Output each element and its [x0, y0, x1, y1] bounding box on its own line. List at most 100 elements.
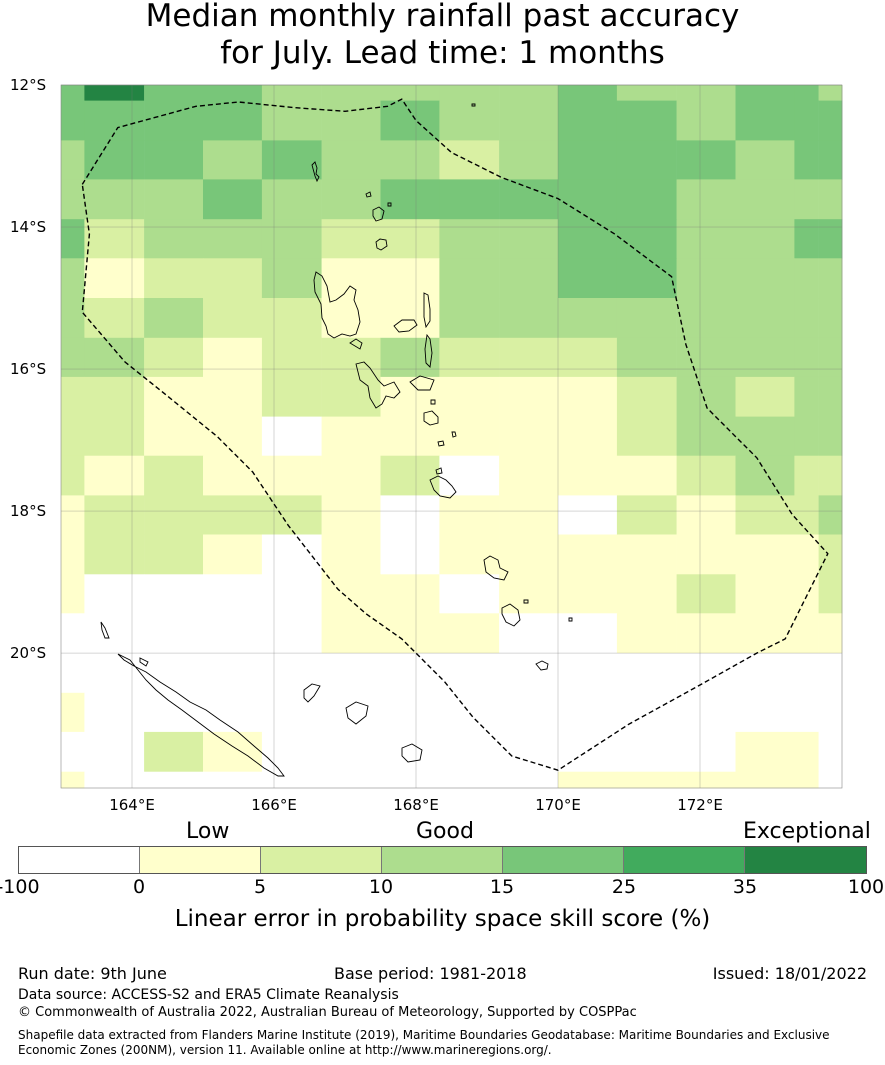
skill-grid-cell [794, 258, 819, 299]
skill-grid-cell [499, 613, 559, 654]
skill-grid-cell [439, 495, 500, 535]
skill-grid-cell [61, 495, 85, 535]
skill-grid-cell [261, 495, 322, 535]
island-outline [345, 701, 369, 725]
skill-grid-cell [203, 495, 263, 535]
skill-grid-cell [616, 731, 677, 773]
skill-grid-cell [794, 100, 819, 141]
skill-grid-cell [794, 376, 819, 418]
skill-grid-cell [818, 731, 843, 773]
skill-grid-cell [676, 140, 736, 180]
skill-grid-cell [794, 534, 819, 575]
category-exceptional: Exceptional [743, 819, 871, 844]
skill-grid-cell [144, 692, 204, 733]
island-outline [424, 333, 433, 368]
skill-grid-cell [499, 85, 559, 101]
skill-grid-cell [439, 574, 500, 614]
skill-grid-cell [735, 85, 795, 101]
skill-grid-cell [439, 337, 500, 378]
skill-grid-cell [439, 534, 500, 575]
skill-grid-cell [499, 376, 559, 418]
skill-grid-cell [735, 455, 795, 496]
skill-grid-cell [380, 219, 440, 259]
skill-grid-cell [818, 416, 843, 457]
skill-grid-cell [321, 771, 381, 789]
copyright: © Commonwealth of Australia 2022, Austra… [18, 1005, 637, 1020]
skill-grid-cell [321, 140, 381, 180]
skill-grid-cell [499, 298, 559, 339]
island-outline [372, 206, 385, 222]
skill-grid-cell [84, 376, 145, 418]
skill-grid-cell [818, 258, 843, 299]
skill-grid-cell [616, 613, 677, 654]
skill-grid-cell [616, 219, 677, 259]
island-outline [303, 683, 321, 703]
eez-boundary [81, 98, 829, 771]
skill-grid-cell [794, 653, 819, 694]
skill-grid-cell [380, 85, 440, 101]
skill-grid-cell [818, 85, 843, 101]
skill-grid-cell [818, 100, 843, 141]
skill-grid-cell [818, 771, 843, 789]
skill-grid-cell [558, 613, 618, 654]
skill-grid-cell [61, 731, 85, 773]
skill-grid-cell [499, 219, 559, 259]
skill-grid-cell [261, 179, 322, 220]
skill-grid-cell [794, 416, 819, 457]
skill-grid-cell [61, 100, 85, 141]
skill-grid-cell [380, 731, 440, 773]
lat-label: 18°S [10, 502, 47, 520]
lon-label: 166°E [251, 796, 297, 814]
map-title-line1: Median monthly rainfall past accuracy [145, 0, 740, 34]
colorbar-tick: 25 [611, 876, 637, 898]
skill-grid-cell [203, 219, 263, 259]
skill-grid-cell [735, 140, 795, 180]
skill-grid-cell [321, 455, 381, 496]
skill-grid-cell [144, 534, 204, 575]
skill-grid-cell [818, 495, 843, 535]
lat-label: 12°S [10, 76, 47, 94]
skill-grid-cell [380, 140, 440, 180]
skill-grid-cell [321, 179, 381, 220]
skill-grid-cell [558, 219, 618, 259]
skill-grid-cell [380, 653, 440, 694]
island-outline [375, 238, 388, 251]
skill-grid-cell [558, 731, 618, 773]
skill-grid-cell [380, 495, 440, 535]
skill-grid-cell [203, 337, 263, 378]
island-coastlines [100, 103, 573, 777]
skill-grid-cell [499, 416, 559, 457]
island-outline [568, 617, 573, 622]
skill-grid-cell [380, 692, 440, 733]
skill-grid-cell [439, 100, 500, 141]
skill-grid-cell [84, 771, 145, 789]
skill-grid-cell [794, 85, 819, 101]
skill-grid-cell [380, 613, 440, 654]
skill-grid-cell [380, 179, 440, 220]
skill-grid-cell [144, 731, 204, 773]
skill-grid-cell [794, 337, 819, 378]
skill-grid-cell [61, 376, 85, 418]
island-outline [483, 555, 509, 581]
skill-grid-cell [818, 534, 843, 575]
skill-grid-cell [144, 613, 204, 654]
colorbar-tick: -100 [0, 876, 40, 898]
skill-grid-cell [735, 692, 795, 733]
island-outline [437, 440, 445, 447]
skill-grid-cell [818, 653, 843, 694]
skill-grid-cell [203, 100, 263, 141]
skill-grid-cell [794, 298, 819, 339]
skill-grid-cell [676, 258, 736, 299]
skill-grid-cell [84, 258, 145, 299]
skill-grid-cell [380, 100, 440, 141]
skill-grid-cell [203, 416, 263, 457]
skill-grid-cell [499, 455, 559, 496]
skill-grid-cell [735, 771, 795, 789]
skill-grid-cell [84, 613, 145, 654]
skill-grid-cell [84, 692, 145, 733]
skill-grid-cell [321, 534, 381, 575]
island-outline [117, 653, 285, 777]
colorbar [18, 846, 867, 874]
skill-grid-cell [558, 85, 618, 101]
skill-grid-cell [261, 376, 322, 418]
